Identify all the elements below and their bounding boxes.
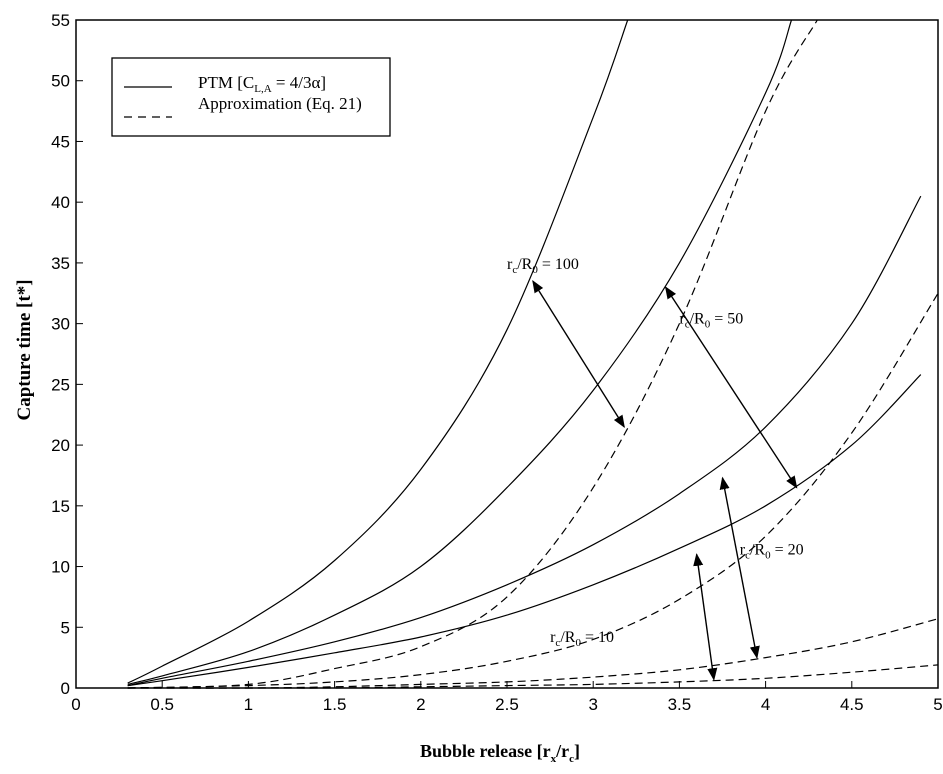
annotation-label-part: /R (560, 629, 575, 646)
annotation-label-part: /R (690, 311, 705, 328)
x-tick-label: 2 (416, 695, 425, 714)
x-tick-label: 3.5 (668, 695, 692, 714)
y-tick-label: 10 (51, 558, 70, 577)
annotation-label-part: = 100 (538, 256, 579, 273)
y-tick-label: 0 (61, 679, 70, 698)
x-tick-label: 3 (588, 695, 597, 714)
x-tick-label: 1 (244, 695, 253, 714)
y-tick-label: 25 (51, 375, 70, 394)
y-tick-label: 15 (51, 497, 70, 516)
annotation-label: rc/R0 = 50 (679, 311, 743, 331)
x-tick-label: 0.5 (150, 695, 174, 714)
legend: PTM [CL,A = 4/3α] Approximation (Eq. 21) (112, 58, 390, 136)
x-tick-label: 2.5 (495, 695, 519, 714)
annotation-arrow (697, 554, 714, 679)
y-tick-label: 50 (51, 72, 70, 91)
annotation-label: rc/R0 = 20 (740, 541, 804, 561)
annotation-label-part: = 10 (581, 629, 614, 646)
annotation-label-part: = 50 (710, 311, 743, 328)
ptm-curve-3 (128, 375, 921, 686)
y-tick-label: 20 (51, 436, 70, 455)
annotation-labels: rc/R0 = 100 rc/R0 = 50 rc/R0 = 20 rc/R0 = 1… (507, 256, 804, 649)
x-axis-title-part1: Bubble release [r (420, 741, 551, 761)
y-tick-label: 40 (51, 193, 70, 212)
annotation-label: rc/R0 = 10 (550, 629, 614, 649)
x-tick-label: 4.5 (840, 695, 864, 714)
annotation-arrow (723, 478, 757, 658)
x-axis-title: Bubble release [rx/rc] (420, 741, 580, 765)
x-axis-title-part2: /r (555, 741, 569, 761)
legend-entry-approx: Approximation (Eq. 21) (198, 94, 362, 113)
y-tick-label: 30 (51, 315, 70, 334)
y-axis-title: Capture time [t*] (14, 279, 35, 420)
annotation-label-part: /R (517, 256, 532, 273)
annotation-label-part: /R (750, 541, 765, 558)
y-tick-label: 35 (51, 254, 70, 273)
y-tick-label: 55 (51, 11, 70, 30)
approx-curve-6 (128, 619, 938, 688)
x-axis-title-part3: ] (574, 741, 580, 761)
x-tick-label: 5 (933, 695, 942, 714)
x-tick-label: 1.5 (323, 695, 347, 714)
legend-entry-ptm-end: = 4/3α] (272, 73, 326, 92)
legend-entry-ptm-text: PTM [C (198, 73, 254, 92)
y-tick-label: 45 (51, 132, 70, 151)
y-tick-label: 5 (61, 618, 70, 637)
approx-curve-5 (128, 293, 938, 688)
annotation-label-part: = 20 (771, 541, 804, 558)
x-tick-label: 0 (71, 695, 80, 714)
annotation-arrows (533, 281, 797, 679)
annotation-arrow (533, 281, 624, 427)
x-tick-label: 4 (761, 695, 770, 714)
annotation-label: rc/R0 = 100 (507, 256, 579, 276)
